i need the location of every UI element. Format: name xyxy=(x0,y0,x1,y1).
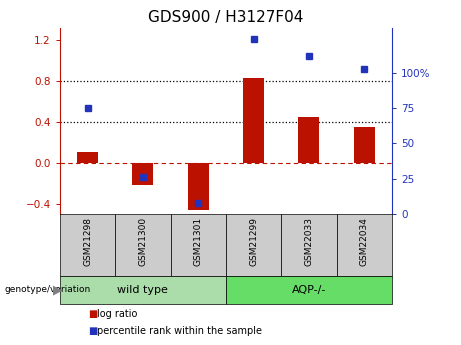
Bar xyxy=(132,163,154,185)
Bar xyxy=(188,163,209,210)
Text: percentile rank within the sample: percentile rank within the sample xyxy=(97,326,262,336)
Bar xyxy=(77,152,98,163)
Text: genotype/variation: genotype/variation xyxy=(5,285,91,294)
Text: ■: ■ xyxy=(88,309,97,319)
Text: GSM22033: GSM22033 xyxy=(304,217,313,266)
Title: GDS900 / H3127F04: GDS900 / H3127F04 xyxy=(148,10,304,25)
Text: log ratio: log ratio xyxy=(97,309,138,319)
Text: GSM21298: GSM21298 xyxy=(83,217,92,266)
Bar xyxy=(243,78,264,163)
Bar xyxy=(298,117,319,163)
Text: GSM21301: GSM21301 xyxy=(194,217,203,266)
Text: AQP-/-: AQP-/- xyxy=(292,285,326,295)
Text: ▶: ▶ xyxy=(53,283,62,296)
Text: ■: ■ xyxy=(88,326,97,336)
Text: wild type: wild type xyxy=(118,285,168,295)
Text: GSM22034: GSM22034 xyxy=(360,217,369,266)
Bar xyxy=(354,127,375,163)
Text: GSM21300: GSM21300 xyxy=(138,217,148,266)
Text: GSM21299: GSM21299 xyxy=(249,217,258,266)
